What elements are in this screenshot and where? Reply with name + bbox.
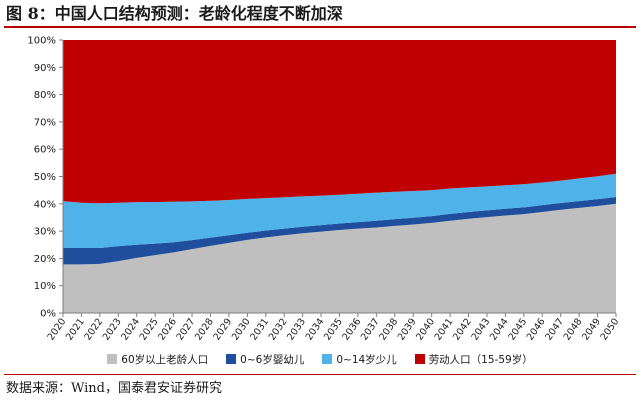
x-tick-label: 2038 <box>377 316 400 342</box>
x-tick-label: 2020 <box>46 316 69 342</box>
y-tick-label: 0% <box>40 309 56 320</box>
x-tick-label: 2048 <box>562 316 585 342</box>
legend-label: 劳动人口（15-59岁） <box>428 353 533 366</box>
source-rule <box>4 374 636 375</box>
x-tick-label: 2045 <box>506 316 529 342</box>
x-tick-label: 2043 <box>470 316 493 342</box>
legend-label: 60岁以上老龄人口 <box>121 353 209 366</box>
x-tick-label: 2030 <box>230 316 253 342</box>
x-tick-label: 2042 <box>451 316 474 342</box>
legend-swatch <box>414 354 425 364</box>
x-tick-label: 2027 <box>175 316 198 342</box>
x-tick-label: 2033 <box>285 316 308 342</box>
y-tick-label: 50% <box>34 172 56 183</box>
legend-item: 劳动人口（15-59岁） <box>414 352 533 367</box>
chart-area: 0% 10% 20% 30% 40% 50% 60% 70% 80% 90% 100% 2020 202… <box>0 28 640 348</box>
title-rule <box>4 26 636 28</box>
x-tick-label: 2021 <box>64 316 87 342</box>
x-tick-label: 2024 <box>119 316 142 342</box>
x-tick-label: 2032 <box>267 316 290 342</box>
y-tick-label: 80% <box>34 90 56 101</box>
y-tick-label: 10% <box>34 281 56 292</box>
area-series-2 <box>63 173 616 249</box>
x-tick-label: 2044 <box>488 316 511 342</box>
y-tick-label: 100% <box>27 36 56 47</box>
y-tick-label: 90% <box>34 63 56 74</box>
stacked-area-chart: 0%10%20%30%40%50%60%70%80%90%100%2020202… <box>27 36 622 343</box>
x-tick-label: 2040 <box>414 316 437 342</box>
x-tick-label: 2047 <box>543 316 566 342</box>
y-tick-label: 70% <box>34 117 56 128</box>
x-tick-label: 2023 <box>101 316 124 342</box>
figure-title: 图 8：中国人口结构预测：老龄化程度不断加深 <box>6 4 343 23</box>
x-tick-label: 2036 <box>341 316 364 342</box>
x-tick-label: 2049 <box>580 316 603 342</box>
area-series-0 <box>63 203 616 313</box>
x-tick-label: 2028 <box>193 316 216 342</box>
x-tick-label: 2041 <box>433 316 456 342</box>
legend-item: 0~14岁少儿 <box>322 352 397 367</box>
legend-swatch <box>226 354 237 364</box>
legend-swatch <box>107 354 118 364</box>
x-tick-label: 2029 <box>211 316 234 342</box>
x-tick-label: 2034 <box>304 316 327 342</box>
x-tick-label: 2037 <box>359 316 382 342</box>
legend-item: 60岁以上老龄人口 <box>107 352 208 367</box>
x-tick-label: 2025 <box>138 316 161 342</box>
legend-item: 0~6岁婴幼儿 <box>226 352 304 367</box>
area-series-1 <box>63 196 616 265</box>
area-series-3 <box>63 40 616 204</box>
source-note: 数据来源：Wind，国泰君安证券研究 <box>6 381 222 396</box>
y-tick-label: 30% <box>34 227 56 238</box>
y-tick-label: 40% <box>34 199 56 210</box>
x-tick-label: 2026 <box>156 316 179 342</box>
x-tick-label: 2022 <box>82 316 105 342</box>
legend: 60岁以上老龄人口 0~6岁婴幼儿 0~14岁少儿 劳动人口（15-59岁） <box>0 348 640 370</box>
x-tick-label: 2039 <box>396 316 419 342</box>
y-tick-label: 20% <box>34 254 56 265</box>
legend-label: 0~14岁少儿 <box>336 353 397 366</box>
x-tick-label: 2050 <box>599 316 622 342</box>
x-tick-label: 2035 <box>322 316 345 342</box>
legend-swatch <box>322 354 333 364</box>
legend-label: 0~6岁婴幼儿 <box>240 353 305 366</box>
x-tick-label: 2031 <box>248 316 271 342</box>
x-tick-label: 2046 <box>525 316 548 342</box>
y-tick-label: 60% <box>34 145 56 156</box>
